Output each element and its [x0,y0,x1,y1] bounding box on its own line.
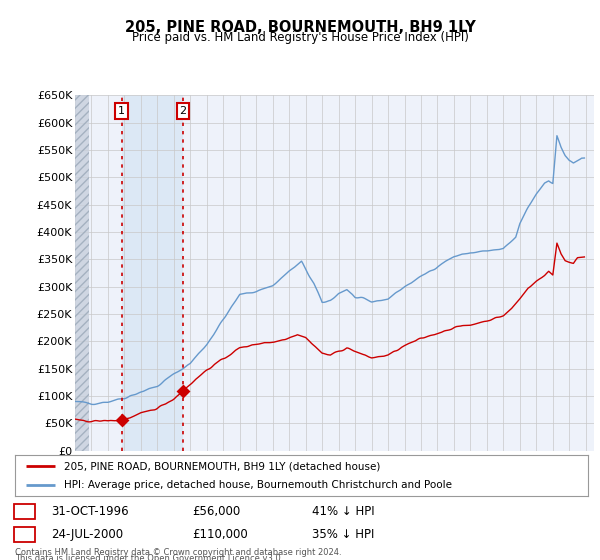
Text: 35% ↓ HPI: 35% ↓ HPI [312,528,374,541]
Text: This data is licensed under the Open Government Licence v3.0.: This data is licensed under the Open Gov… [15,554,283,560]
Point [178,386,188,395]
Text: 1: 1 [21,505,28,518]
Text: Contains HM Land Registry data © Crown copyright and database right 2024.: Contains HM Land Registry data © Crown c… [15,548,341,557]
Text: 2: 2 [21,528,28,541]
Point [117,416,127,424]
Text: 205, PINE ROAD, BOURNEMOUTH, BH9 1LY: 205, PINE ROAD, BOURNEMOUTH, BH9 1LY [125,20,475,35]
Text: 2: 2 [179,106,187,116]
Text: 24-JUL-2000: 24-JUL-2000 [51,528,123,541]
Text: 205, PINE ROAD, BOURNEMOUTH, BH9 1LY (detached house): 205, PINE ROAD, BOURNEMOUTH, BH9 1LY (de… [64,461,380,471]
Text: 41% ↓ HPI: 41% ↓ HPI [312,505,374,518]
Text: 31-OCT-1996: 31-OCT-1996 [51,505,128,518]
Text: £56,000: £56,000 [192,505,240,518]
Text: £110,000: £110,000 [192,528,248,541]
Bar [75,95,89,451]
Text: 1: 1 [118,106,125,116]
Text: Price paid vs. HM Land Registry's House Price Index (HPI): Price paid vs. HM Land Registry's House … [131,31,469,44]
Text: HPI: Average price, detached house, Bournemouth Christchurch and Poole: HPI: Average price, detached house, Bour… [64,480,452,491]
Bar [122,95,183,451]
